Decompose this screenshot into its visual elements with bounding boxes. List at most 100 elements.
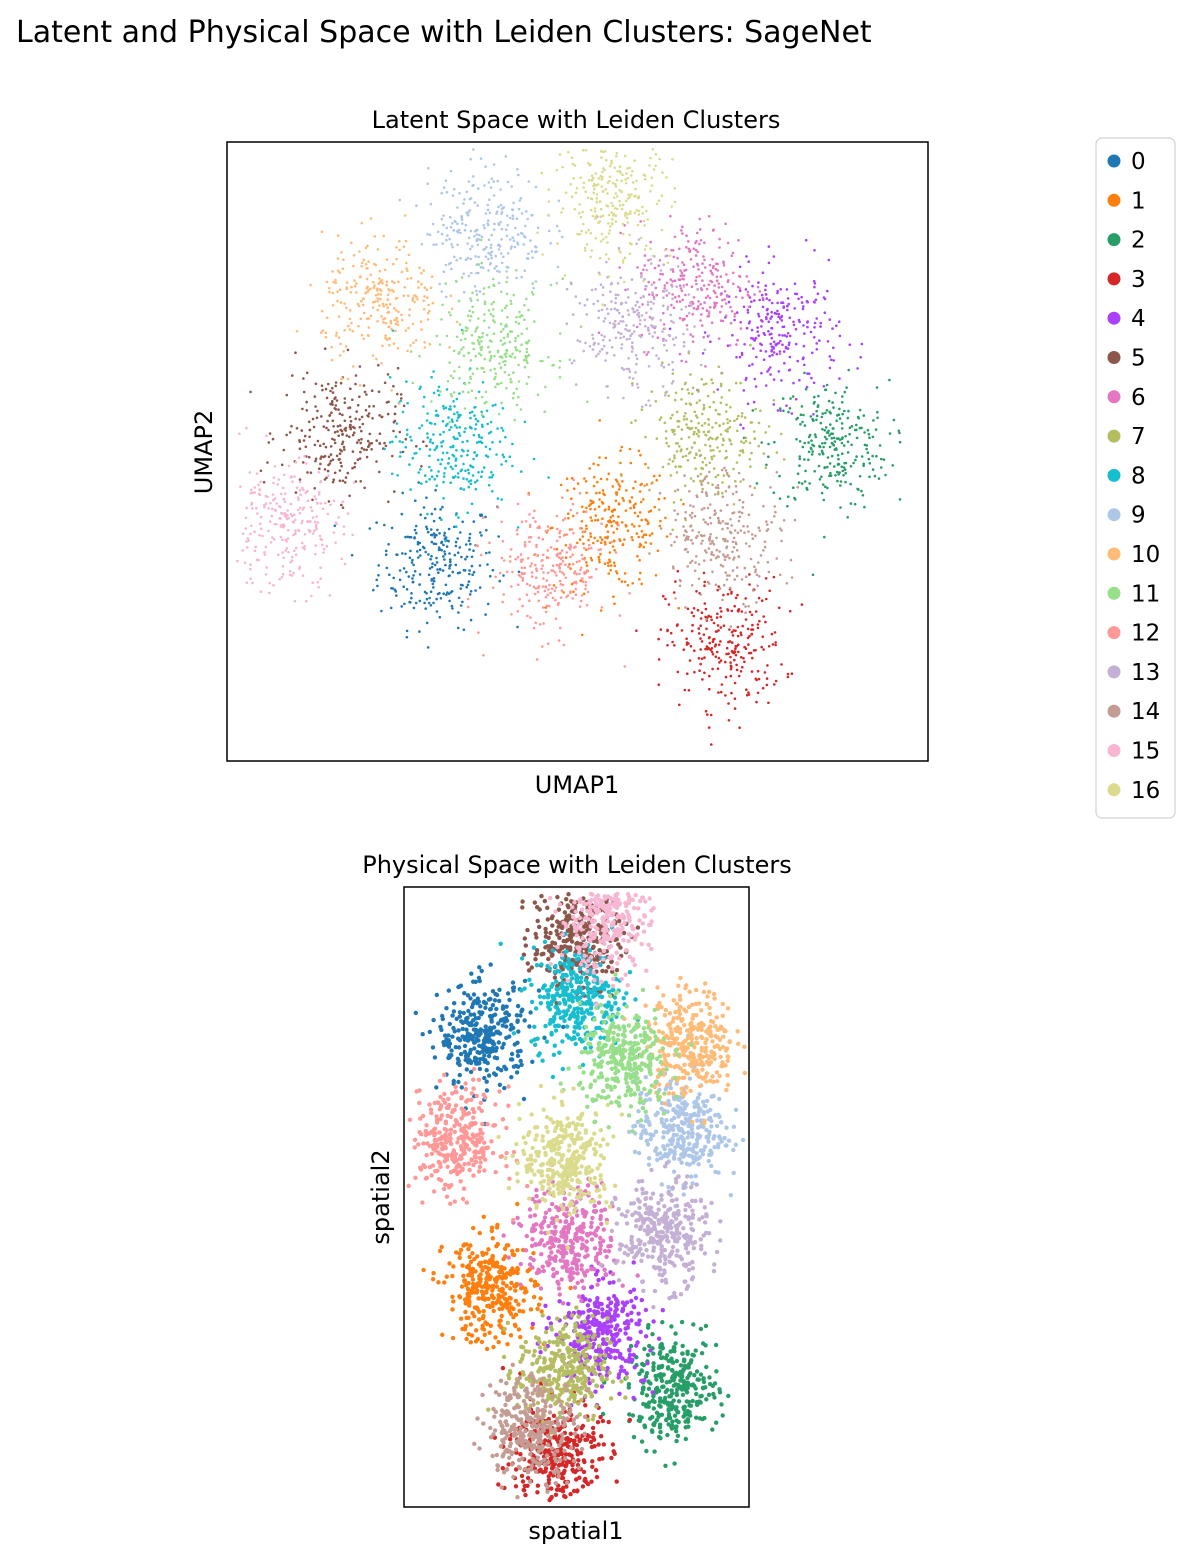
- point: [395, 422, 399, 425]
- point: [710, 378, 713, 382]
- point: [517, 380, 521, 383]
- point: [495, 212, 498, 215]
- point: [875, 386, 879, 389]
- point: [606, 192, 609, 195]
- point: [480, 1049, 485, 1054]
- point: [514, 1013, 520, 1018]
- point: [767, 701, 770, 705]
- point: [367, 260, 370, 263]
- point: [754, 407, 757, 411]
- point: [453, 525, 456, 529]
- point: [693, 430, 696, 434]
- point: [435, 533, 438, 537]
- point: [690, 511, 694, 515]
- point: [671, 270, 675, 273]
- point: [375, 357, 378, 361]
- point: [388, 573, 391, 576]
- point: [376, 319, 379, 323]
- point: [279, 517, 282, 520]
- point: [626, 584, 630, 587]
- point: [308, 435, 311, 439]
- point: [517, 173, 520, 177]
- point: [586, 196, 590, 200]
- point: [324, 501, 327, 505]
- point: [761, 271, 765, 275]
- point: [722, 260, 725, 264]
- point: [477, 471, 480, 474]
- point: [678, 578, 682, 582]
- point: [753, 377, 757, 381]
- point: [358, 276, 362, 279]
- point: [451, 1009, 457, 1014]
- point: [633, 330, 636, 333]
- point: [460, 454, 463, 458]
- point: [331, 399, 334, 403]
- point: [318, 444, 322, 448]
- point: [667, 444, 670, 448]
- point: [343, 448, 346, 451]
- point: [721, 495, 725, 499]
- cluster-12-points: [466, 478, 677, 668]
- point: [871, 454, 874, 458]
- point: [453, 370, 456, 373]
- point: [811, 351, 814, 355]
- point: [509, 1280, 514, 1286]
- point: [737, 650, 740, 654]
- point: [898, 431, 901, 435]
- point: [445, 191, 449, 194]
- point: [849, 465, 853, 468]
- point: [553, 571, 557, 574]
- point: [318, 534, 322, 538]
- point: [498, 579, 502, 583]
- point: [463, 198, 466, 201]
- point: [584, 571, 588, 574]
- point: [488, 447, 492, 451]
- point: [746, 311, 750, 314]
- point: [708, 263, 712, 267]
- point: [741, 449, 744, 452]
- point: [357, 304, 361, 308]
- point: [694, 467, 697, 471]
- point: [610, 300, 613, 303]
- point: [301, 574, 305, 577]
- point: [607, 213, 611, 217]
- point: [408, 535, 412, 539]
- point: [563, 517, 567, 520]
- point: [514, 557, 517, 561]
- point: [528, 525, 532, 529]
- point: [846, 416, 850, 420]
- point: [761, 305, 765, 309]
- point: [656, 549, 660, 553]
- point: [803, 458, 806, 461]
- point: [506, 276, 509, 279]
- point: [643, 318, 646, 322]
- point: [708, 674, 711, 678]
- point: [721, 319, 725, 323]
- point: [410, 592, 413, 595]
- point: [425, 597, 429, 601]
- point: [418, 354, 421, 358]
- point: [585, 313, 588, 316]
- point: [391, 454, 394, 458]
- point: [338, 452, 342, 456]
- point: [603, 150, 607, 153]
- point: [575, 186, 579, 190]
- point: [792, 320, 795, 324]
- point: [394, 297, 398, 300]
- point: [598, 350, 602, 353]
- point: [826, 456, 830, 459]
- point: [500, 498, 504, 501]
- point: [479, 513, 482, 517]
- point: [363, 390, 367, 394]
- point: [769, 366, 772, 369]
- point: [430, 1277, 436, 1282]
- point: [468, 536, 471, 540]
- point: [334, 541, 337, 544]
- point: [618, 488, 621, 491]
- point: [432, 577, 436, 580]
- point: [711, 273, 714, 276]
- point: [558, 366, 561, 369]
- point: [496, 1040, 501, 1045]
- point: [499, 1068, 504, 1073]
- point: [380, 315, 384, 318]
